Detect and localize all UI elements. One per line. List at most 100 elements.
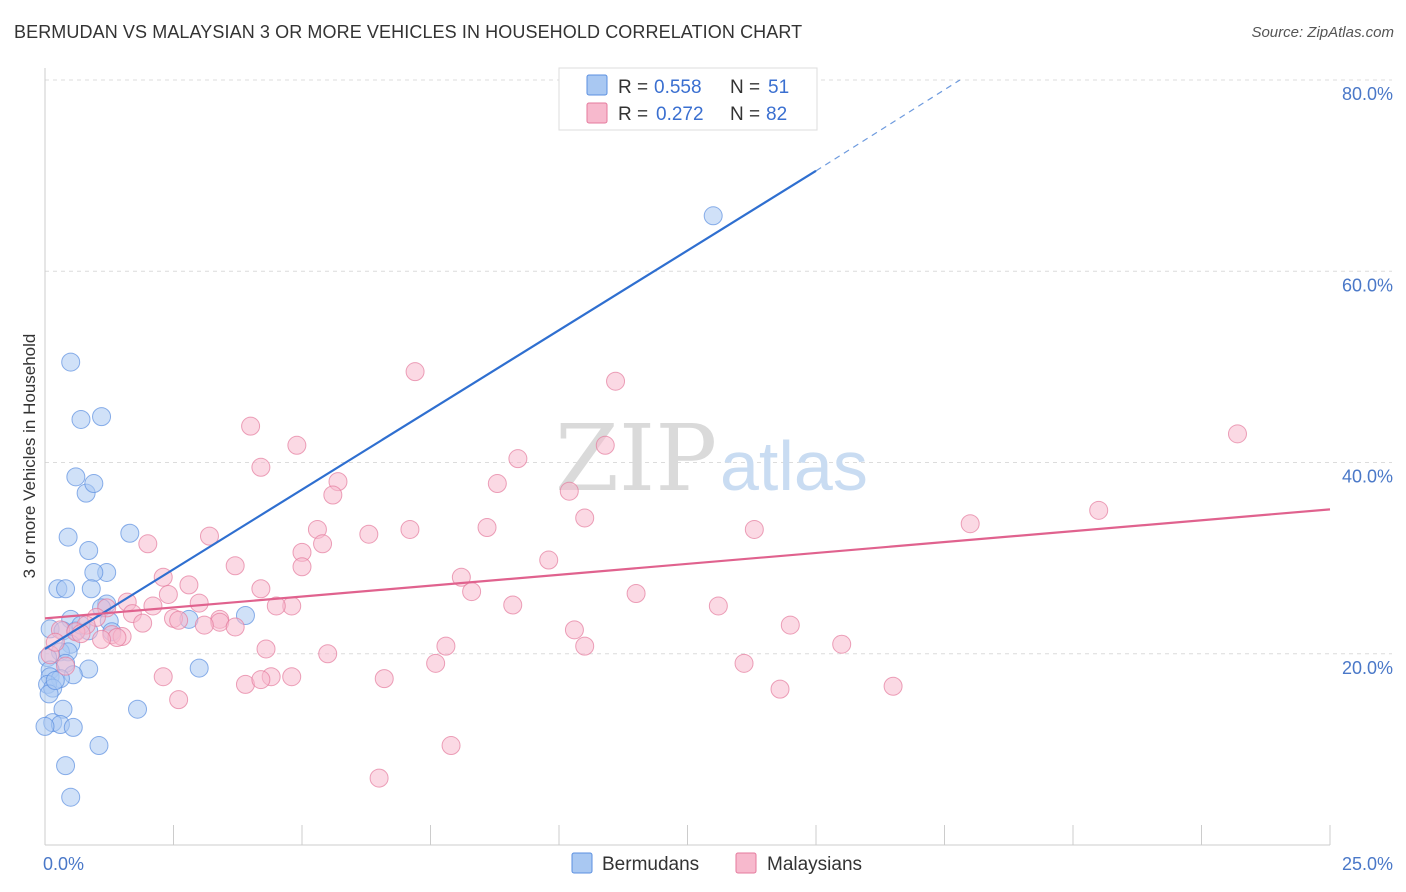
- bermudans-point: [63, 717, 83, 737]
- malaysians-point: [251, 457, 271, 477]
- malaysians-point: [256, 639, 276, 659]
- malaysians-point: [400, 519, 420, 539]
- malaysians-trend-line: [44, 508, 1331, 620]
- malaysians-point: [169, 690, 189, 710]
- malaysians-point: [564, 620, 584, 640]
- y-tick-label: 60.0%: [1342, 275, 1393, 295]
- malaysians-point: [508, 449, 528, 469]
- bermudans-point: [66, 467, 86, 487]
- bottom-legend-malaysians: Malaysians: [767, 854, 862, 875]
- malaysians-point: [744, 519, 764, 539]
- malaysians-point: [575, 508, 595, 528]
- bermudans-point: [128, 699, 148, 719]
- malaysians-point: [734, 653, 754, 673]
- malaysians-point: [133, 613, 153, 633]
- malaysians-point: [477, 518, 497, 538]
- bermudans-point: [84, 562, 104, 582]
- malaysians-point: [251, 579, 271, 599]
- bermudans-point: [79, 540, 99, 560]
- trend-lines: [44, 79, 1331, 650]
- malaysians-point: [436, 636, 456, 656]
- malaysians-point: [595, 435, 615, 455]
- legend-n-label-bermudans: N =: [730, 77, 760, 98]
- malaysians-point: [780, 615, 800, 635]
- x-tick-label: 0.0%: [43, 854, 84, 874]
- bermudans-point: [45, 671, 65, 691]
- series-legend: Bermudans Malaysians: [571, 852, 862, 875]
- legend-r-label-malaysians: R =: [618, 104, 648, 125]
- malaysians-point: [1227, 424, 1247, 444]
- malaysians-point: [225, 617, 245, 637]
- legend-swatch-bermudans: [586, 74, 608, 96]
- bottom-legend-swatch-malaysians: [735, 852, 757, 874]
- malaysians-point: [441, 736, 461, 756]
- bermudans-point: [703, 206, 723, 226]
- legend-r-value-bermudans: 0.558: [654, 77, 702, 98]
- malaysians-point: [487, 474, 507, 494]
- legend-r-value-malaysians: 0.272: [656, 104, 704, 125]
- malaysians-point: [462, 582, 482, 602]
- malaysians-point: [606, 371, 626, 391]
- y-tick-label: 20.0%: [1342, 658, 1393, 678]
- malaysians-point: [359, 524, 379, 544]
- malaysians-point: [153, 667, 173, 687]
- malaysians-points: [40, 362, 1247, 788]
- malaysians-point: [539, 550, 559, 570]
- bermudans-point: [84, 474, 104, 494]
- malaysians-point: [832, 634, 852, 654]
- legend-r-label-bermudans: R =: [618, 77, 648, 98]
- watermark-atlas: atlas: [720, 427, 868, 505]
- malaysians-point: [770, 679, 790, 699]
- malaysians-point: [225, 556, 245, 576]
- legend-swatch-malaysians: [586, 102, 608, 124]
- malaysians-point: [313, 534, 333, 554]
- bermudans-point: [92, 407, 112, 427]
- gridlines: [45, 79, 1392, 655]
- bermudans-trend-line: [44, 169, 817, 650]
- malaysians-point: [56, 656, 76, 676]
- watermark-zip: ZIP: [555, 405, 717, 512]
- malaysians-point: [282, 667, 302, 687]
- bermudans-trend-extension: [815, 79, 961, 172]
- malaysians-point: [369, 768, 389, 788]
- x-tick-label: 25.0%: [1342, 854, 1393, 874]
- malaysians-point: [960, 514, 980, 534]
- malaysians-point: [374, 669, 394, 689]
- malaysians-point: [426, 653, 446, 673]
- stats-legend: R = 0.558 N = 51 R = 0.272 N = 82: [558, 67, 818, 131]
- legend-n-label-malaysians: N =: [730, 104, 760, 125]
- x-tick-labels: 0.0% 25.0%: [43, 854, 1393, 874]
- chart-title: BERMUDAN VS MALAYSIAN 3 OR MORE VEHICLES…: [14, 22, 803, 42]
- malaysians-point: [266, 596, 286, 616]
- bermudans-point: [61, 352, 81, 372]
- bermudans-point: [81, 579, 101, 599]
- malaysians-point: [241, 416, 261, 436]
- bottom-legend-bermudans: Bermudans: [602, 854, 699, 875]
- malaysians-point: [323, 485, 343, 505]
- malaysians-point: [626, 584, 646, 604]
- malaysians-point: [405, 362, 425, 382]
- chart-source: Source: ZipAtlas.com: [1251, 24, 1394, 41]
- bermudans-point: [35, 716, 55, 736]
- malaysians-point: [138, 534, 158, 554]
- y-tick-label: 40.0%: [1342, 467, 1393, 487]
- malaysians-point: [559, 481, 579, 501]
- malaysians-point: [575, 636, 595, 656]
- malaysians-point: [189, 593, 209, 613]
- bermudans-point: [58, 527, 78, 547]
- malaysians-point: [143, 596, 163, 616]
- legend-n-value-bermudans: 51: [768, 77, 789, 98]
- malaysians-point: [169, 610, 189, 630]
- bermudans-point: [61, 787, 81, 807]
- watermark: ZIP atlas: [555, 405, 868, 512]
- malaysians-point: [194, 615, 214, 635]
- y-tick-label: 80.0%: [1342, 84, 1393, 104]
- malaysians-point: [708, 596, 728, 616]
- bermudans-point: [120, 523, 140, 543]
- malaysians-point: [199, 526, 219, 546]
- malaysians-point: [158, 584, 178, 604]
- y-tick-labels: 20.0% 40.0% 60.0% 80.0%: [1342, 84, 1393, 678]
- malaysians-point: [292, 557, 312, 577]
- malaysians-point: [503, 595, 523, 615]
